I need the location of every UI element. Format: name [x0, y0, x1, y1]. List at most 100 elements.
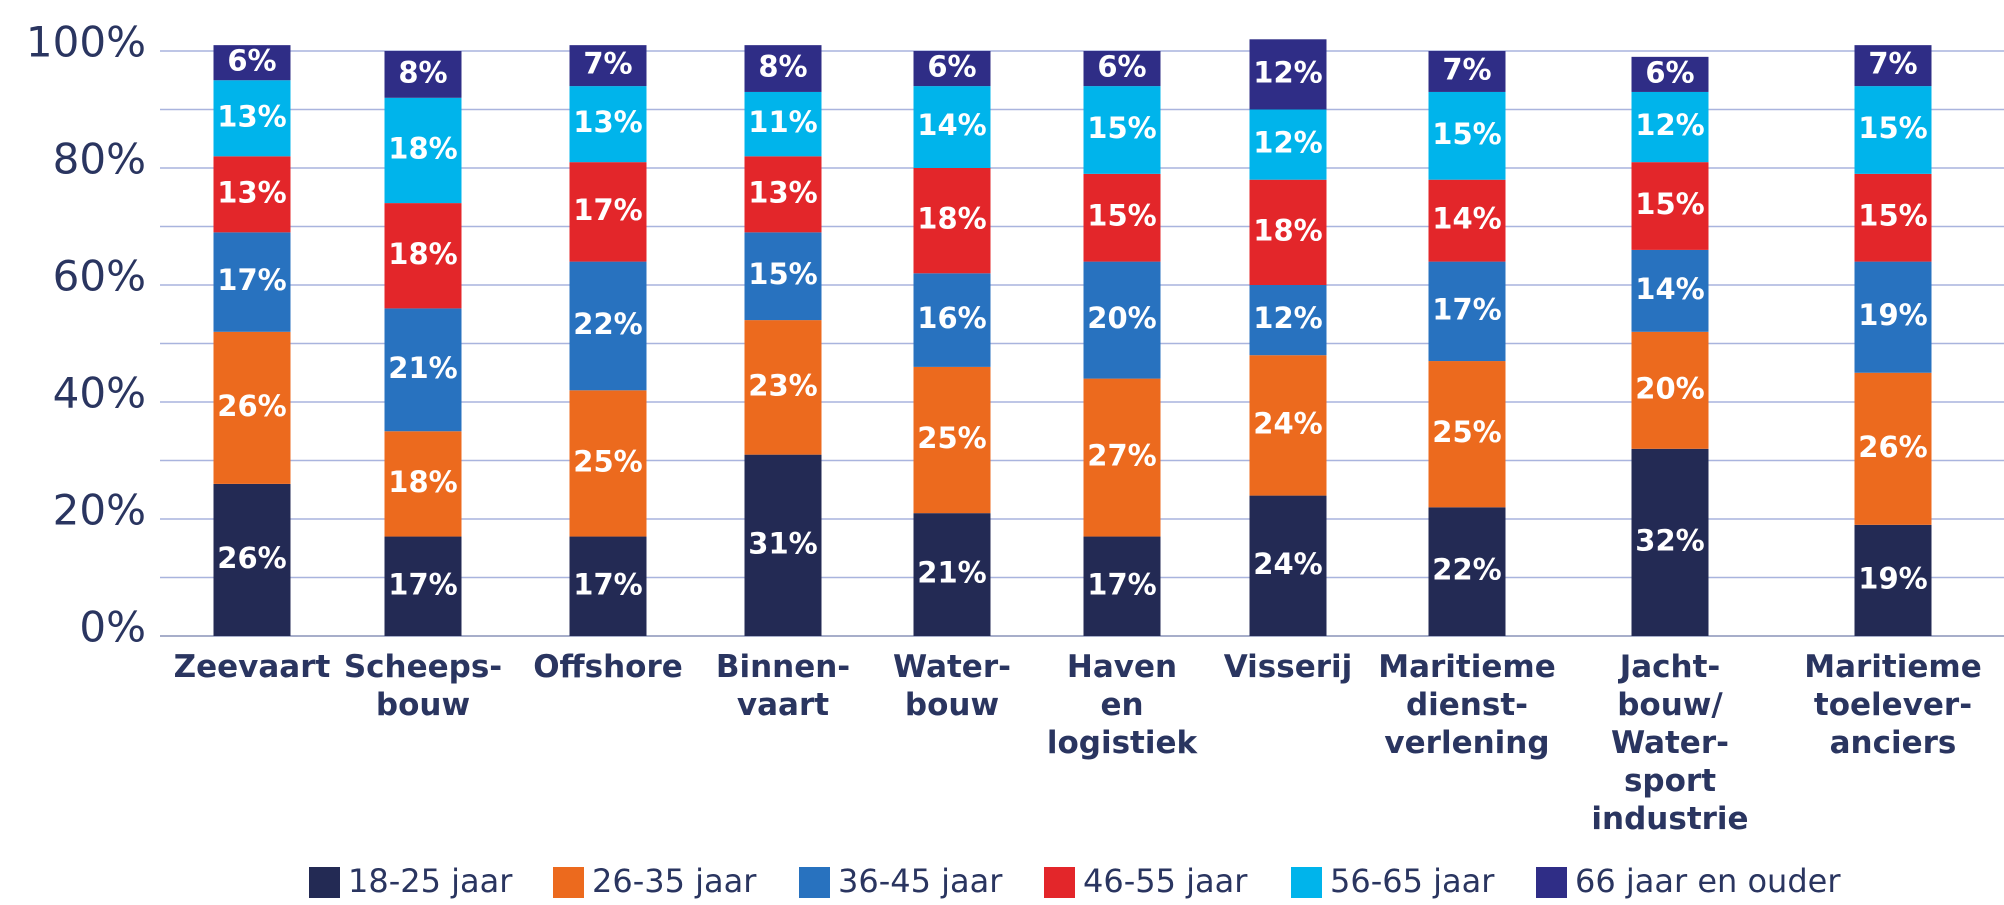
- bar-segment: [569, 45, 647, 87]
- x-tick-label: Maritieme dienst-verlening: [1378, 649, 1555, 761]
- data-label: 7%: [1868, 47, 1917, 81]
- legend-label: 66 jaar en ouder: [1575, 862, 1841, 900]
- data-label: 21%: [917, 556, 986, 590]
- data-label: 19%: [1858, 298, 1927, 332]
- data-label: 6%: [227, 44, 276, 78]
- bar-segment: [384, 51, 462, 98]
- legend-label: 18-25 jaar: [348, 862, 513, 900]
- bar-segment: [1083, 378, 1161, 537]
- bar-segment: [213, 232, 291, 332]
- legend-label: 56-65 jaar: [1330, 862, 1495, 900]
- x-tick-label-line: en: [1100, 687, 1143, 723]
- legend-swatch: [309, 867, 340, 898]
- bar-segment: [1249, 109, 1327, 180]
- data-label: 12%: [1253, 55, 1322, 89]
- x-tick-label-line: logistiek: [1047, 725, 1199, 761]
- bar-segment: [913, 273, 991, 367]
- y-tick-label: 60%: [53, 252, 146, 301]
- x-tick-label: Scheeps-bouw: [344, 649, 502, 723]
- data-label: 20%: [1635, 371, 1704, 405]
- bar-segment: [1083, 86, 1161, 174]
- data-label: 12%: [1635, 108, 1704, 142]
- data-label: 13%: [573, 105, 642, 139]
- bar-segment: [1631, 448, 1709, 636]
- y-tick-label: 40%: [53, 369, 146, 418]
- x-tick-label: Offshore: [533, 649, 683, 685]
- data-label: 20%: [1087, 301, 1156, 335]
- bar-segment: [213, 45, 291, 81]
- bar-segment: [913, 51, 991, 87]
- bar-segment: [384, 308, 462, 432]
- y-tick-label: 0%: [79, 603, 146, 652]
- legend-label: 26-35 jaar: [592, 862, 757, 900]
- bar-segment: [384, 536, 462, 636]
- bar-segment: [1854, 372, 1932, 525]
- data-label: 6%: [1645, 55, 1694, 89]
- bar-segment: [1428, 51, 1506, 92]
- bar-segment: [213, 80, 291, 157]
- x-tick-label: Binnen-vaart: [716, 649, 850, 723]
- data-label: 12%: [1253, 126, 1322, 160]
- x-tick-label-line: dienst-: [1406, 687, 1528, 723]
- bar-segment: [213, 331, 291, 484]
- bar-segment: [384, 203, 462, 309]
- bar-segment: [1854, 173, 1932, 262]
- data-label: 8%: [398, 55, 447, 89]
- x-tick-label-line: Visserij: [1224, 649, 1353, 685]
- data-label: 21%: [388, 351, 457, 385]
- data-label: 13%: [217, 99, 286, 133]
- data-label: 15%: [1858, 111, 1927, 145]
- data-label: 17%: [388, 567, 457, 601]
- data-label: 6%: [927, 50, 976, 84]
- data-label: 27%: [1087, 439, 1156, 473]
- data-label: 19%: [1858, 561, 1927, 595]
- data-label: 7%: [1442, 52, 1491, 86]
- data-label: 18%: [388, 465, 457, 499]
- data-label: 6%: [1097, 50, 1146, 84]
- bar-segment: [1083, 261, 1161, 379]
- data-label: 15%: [1087, 111, 1156, 145]
- legend-swatch: [1291, 867, 1322, 898]
- x-tick-label-line: bouw: [905, 687, 999, 723]
- data-label: 17%: [573, 193, 642, 227]
- data-label: 18%: [388, 131, 457, 165]
- bar-segment: [744, 232, 822, 321]
- legend-swatch: [553, 867, 584, 898]
- bar-segment: [1854, 524, 1932, 636]
- x-tick-label-line: Zeevaart: [174, 649, 331, 685]
- x-tick-label-line: anciers: [1830, 725, 1957, 761]
- x-tick-label: Visserij: [1224, 649, 1353, 685]
- bar-segment: [913, 513, 991, 636]
- x-tick-label: Haven en logistiek: [1047, 649, 1199, 761]
- legend-label: 36-45 jaar: [838, 862, 1003, 900]
- bar-segment: [1428, 261, 1506, 362]
- data-label: 14%: [1432, 202, 1501, 236]
- x-tick-label-line: Haven: [1067, 649, 1177, 685]
- data-label: 25%: [573, 444, 642, 478]
- y-tick-label: 80%: [53, 135, 146, 184]
- x-tick-label-line: Maritieme: [1804, 649, 1981, 685]
- bar-segment: [1631, 331, 1709, 449]
- x-tick-label-line: sport: [1624, 763, 1716, 799]
- bar-segment: [569, 261, 647, 391]
- bar-segment: [1428, 507, 1506, 636]
- bar-segment: [1854, 45, 1932, 87]
- data-label: 26%: [1858, 430, 1927, 464]
- bar-segment: [384, 97, 462, 204]
- bar-segment: [1428, 179, 1506, 262]
- bar-segment: [569, 86, 647, 163]
- data-label: 8%: [758, 50, 807, 84]
- bar-segment: [1083, 536, 1161, 636]
- data-label: 24%: [1253, 547, 1322, 581]
- x-tick-label-line: bouw/: [1617, 687, 1723, 723]
- data-label: 17%: [1432, 292, 1501, 326]
- bar-segment: [1249, 39, 1327, 110]
- data-label: 15%: [1635, 187, 1704, 221]
- data-label: 26%: [217, 541, 286, 575]
- bar-segment: [1249, 355, 1327, 496]
- bar-segment: [1631, 162, 1709, 250]
- data-label: 13%: [217, 175, 286, 209]
- bar-segment: [913, 168, 991, 274]
- legend-swatch: [799, 867, 830, 898]
